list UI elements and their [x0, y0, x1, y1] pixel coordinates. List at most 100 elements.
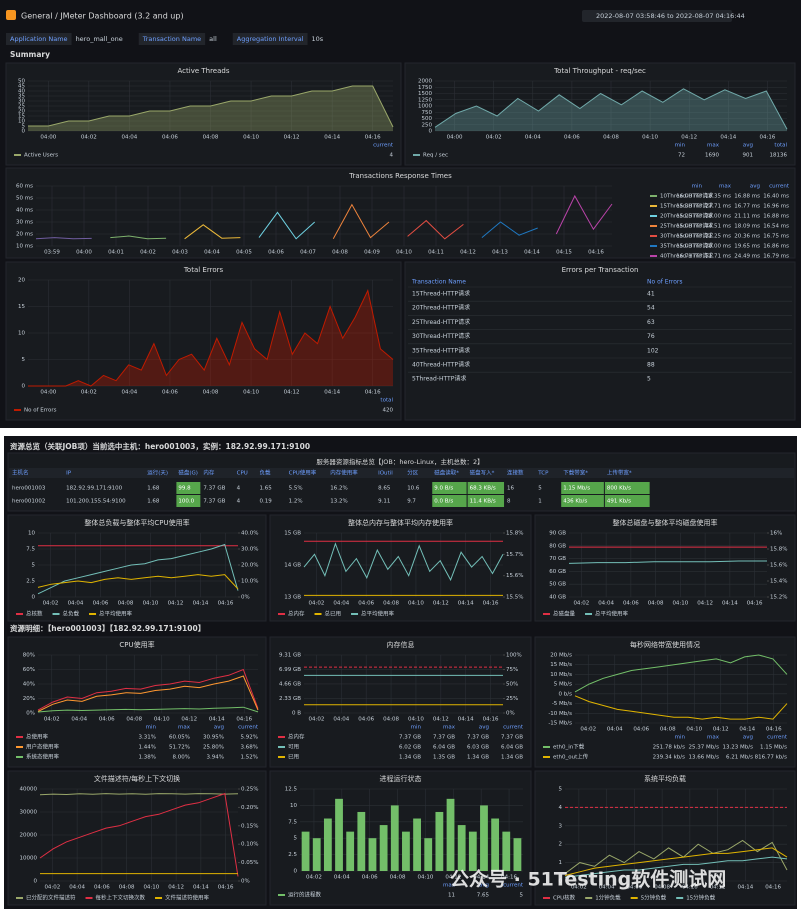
row-title[interactable]: 资源总览（关联JOB项）当前选中主机：hero001003，实例：182.92.…: [10, 441, 310, 451]
table-header[interactable]: 内存: [203, 469, 215, 477]
table-header[interactable]: IOutil: [378, 471, 393, 477]
legend-label[interactable]: 15分钟负载: [686, 894, 715, 902]
series-line: [481, 221, 538, 238]
table-cell: 1.65: [260, 486, 273, 492]
table-cell: 1: [538, 499, 542, 505]
legend-label[interactable]: 总内存: [288, 733, 305, 741]
panel-title: Errors per Transaction: [562, 266, 639, 274]
y2-tick-label: 100%: [506, 653, 522, 659]
y-tick-label: 10 Mb/s: [550, 672, 572, 678]
legend-label[interactable]: 总使用率: [26, 733, 49, 741]
table-header-bg: [9, 468, 794, 478]
table-header[interactable]: 主机名: [12, 469, 29, 477]
legend-label[interactable]: 15Thread-HTTP请求: [660, 202, 714, 210]
table-header[interactable]: CPU使用率: [289, 469, 317, 477]
legend-label[interactable]: Active Users: [24, 153, 58, 159]
table-header[interactable]: 内存使用率: [330, 469, 358, 477]
table-header[interactable]: 上传带宽*: [607, 469, 632, 477]
y-tick-label: -10 Mb/s: [548, 711, 572, 717]
legend-label[interactable]: Req / sec: [423, 153, 448, 159]
legend-label[interactable]: 已分配的文件描述符: [26, 894, 76, 902]
table-header[interactable]: 磁盘读取*: [434, 469, 459, 477]
x-tick-label: 04:12: [284, 390, 300, 396]
legend-label[interactable]: 已用: [288, 754, 299, 761]
x-tick-label: 04:16: [365, 390, 381, 396]
panel-title: 服务器资源指标总览【JOB：hero-Linux，主机总数：2】: [316, 457, 483, 466]
legend-label[interactable]: 运行的进程数: [288, 891, 322, 899]
table-header[interactable]: 负载: [260, 469, 272, 477]
table-header[interactable]: 运行(天): [147, 469, 168, 477]
x-tick-label: 04:06: [626, 885, 642, 891]
table-header[interactable]: TCP: [537, 471, 549, 477]
table-header[interactable]: CPU: [237, 471, 248, 477]
table-cell: 0.19: [260, 499, 273, 505]
panel: [7, 514, 267, 622]
legend-label[interactable]: 总磁盘量: [553, 610, 576, 618]
y2-tick-label: 20.0%: [241, 563, 258, 569]
cell-highlight: [176, 482, 201, 494]
bar: [368, 838, 377, 871]
legend-label[interactable]: CPU核数: [553, 894, 576, 902]
grafana-logo: [6, 10, 16, 20]
panel-title: 内存信息: [387, 640, 415, 649]
series-line: [564, 847, 788, 876]
x-tick-label: 04:16: [588, 250, 604, 256]
legend-value: 60.05%: [169, 735, 190, 741]
y-tick-label: 4.66 GB: [279, 681, 301, 687]
table-header[interactable]: 磁盘(G): [178, 469, 198, 477]
x-tick-label: 04:02: [44, 885, 60, 891]
legend-value: 8.00%: [173, 755, 190, 761]
legend-label[interactable]: 总平均使用率: [99, 610, 133, 618]
table-header[interactable]: 下载带宽*: [563, 469, 588, 477]
legend-swatch: [650, 225, 657, 227]
table-header[interactable]: IP: [66, 471, 72, 477]
legend-label[interactable]: 总平均使用率: [595, 610, 629, 618]
y-tick-label: 5 Mb/s: [554, 682, 572, 688]
y-tick-label: 70 GB: [549, 556, 566, 562]
legend-label[interactable]: 文件描述符使用率: [165, 894, 210, 902]
bar: [435, 811, 444, 871]
variable-value[interactable]: hero_mall_one: [76, 35, 123, 43]
y2-tick-label: 16%: [770, 531, 782, 537]
bar: [413, 818, 421, 871]
legend-label[interactable]: 5分钟负载: [641, 894, 667, 902]
legend-label[interactable]: 用户态使用率: [26, 743, 60, 751]
time-range[interactable]: 2022-08-07 03:58:46 to 2022-08-07 04:16:…: [596, 12, 745, 20]
table-header[interactable]: 分区: [407, 469, 419, 477]
legend-label[interactable]: 35Thread-HTTP请求: [660, 242, 714, 250]
legend-label[interactable]: eth0_out上传: [553, 753, 589, 761]
variable-value[interactable]: 10s: [312, 35, 324, 43]
legend-value: 3.94%: [207, 755, 224, 761]
legend-label[interactable]: 可用: [288, 744, 299, 751]
legend-label[interactable]: 总已用: [325, 610, 342, 618]
legend-label[interactable]: 10Thread-HTTP请求: [660, 192, 714, 200]
row-title[interactable]: 资源明细：【hero001003】【182.92.99.171:9100】: [10, 623, 205, 633]
time-picker[interactable]: [582, 10, 732, 22]
legend-value: 38.00 ms: [705, 214, 731, 220]
legend-label[interactable]: 30Thread-HTTP请求: [660, 232, 714, 240]
row-title[interactable]: Summary: [10, 50, 50, 59]
legend-swatch: [314, 613, 322, 615]
legend-label[interactable]: 每秒上下文切换次数: [96, 894, 146, 902]
legend-label[interactable]: 20Thread-HTTP请求: [660, 212, 714, 220]
y-tick-label: 15: [18, 114, 25, 120]
legend-label[interactable]: 25Thread-HTTP请求: [660, 222, 714, 230]
legend-column-header: avg: [743, 143, 753, 149]
variable-value[interactable]: all: [209, 35, 217, 43]
legend-label[interactable]: 系统态使用率: [26, 753, 60, 761]
x-tick-label: 04:02: [81, 390, 97, 396]
legend-value: 1.35 GB: [433, 755, 455, 761]
x-tick-label: 04:10: [243, 390, 259, 396]
y-tick-label: 20: [18, 109, 25, 115]
legend-label[interactable]: 总负载: [63, 610, 80, 618]
legend-label[interactable]: 1分钟负载: [595, 894, 621, 902]
legend-label[interactable]: eth0_in下载: [553, 743, 585, 751]
legend-label[interactable]: 总内存: [288, 610, 305, 618]
legend-label[interactable]: 总核数: [26, 610, 43, 618]
legend-label[interactable]: 40Thread-HTTP请求: [660, 252, 714, 260]
legend-label[interactable]: No of Errors: [24, 408, 57, 414]
variable-label: Transaction Name: [142, 35, 201, 43]
table-header[interactable]: 磁盘写入*: [470, 469, 495, 477]
table-header[interactable]: 连接数: [507, 469, 524, 477]
legend-label[interactable]: 总平均使用率: [361, 610, 395, 618]
